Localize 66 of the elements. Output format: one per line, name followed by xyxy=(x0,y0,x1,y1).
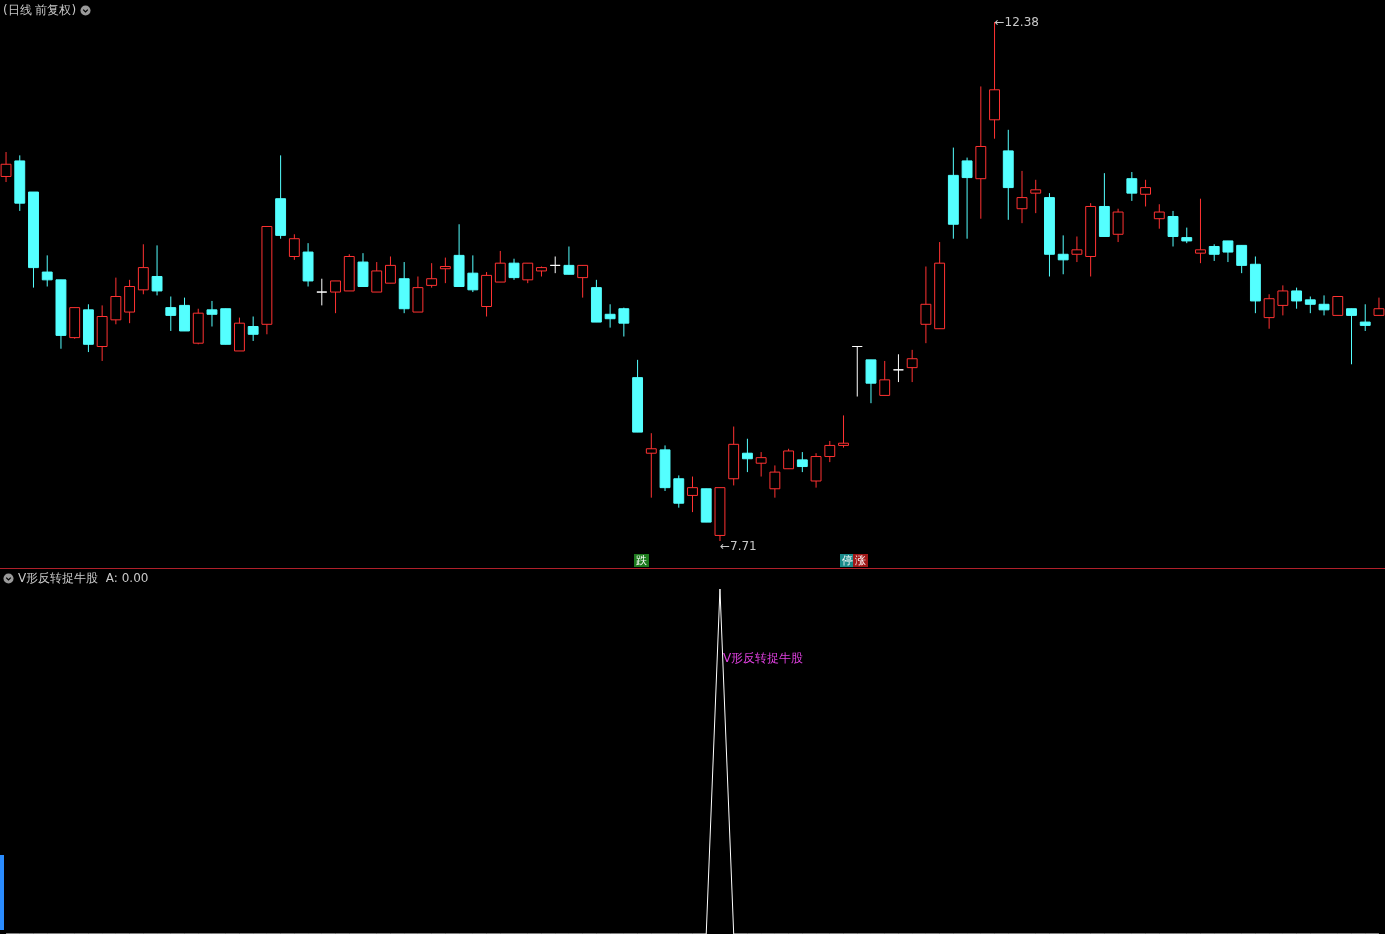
candlestick xyxy=(741,438,753,473)
candlestick xyxy=(618,307,630,338)
candlestick xyxy=(1140,179,1152,207)
candlestick xyxy=(247,316,259,342)
candlestick xyxy=(330,280,341,314)
candlestick xyxy=(206,300,218,328)
candlestick xyxy=(1030,179,1042,214)
candlestick xyxy=(1016,170,1028,224)
candlestick xyxy=(494,250,506,283)
candlestick xyxy=(110,277,122,325)
candlestick xyxy=(1291,287,1303,310)
candlestick xyxy=(426,262,438,289)
candlestick xyxy=(137,243,149,295)
candlestick xyxy=(645,432,657,499)
candlestick xyxy=(769,464,781,499)
candlestick xyxy=(879,360,891,396)
candlestick xyxy=(1263,293,1275,330)
chart-title: V形反转捉牛股 A: 0.00 xyxy=(18,570,149,587)
candlestick xyxy=(288,233,300,261)
candlestick xyxy=(1126,171,1138,202)
candlestick xyxy=(1153,203,1165,230)
candlestick xyxy=(151,244,163,296)
candlestick xyxy=(783,448,795,470)
candlestick xyxy=(755,451,767,478)
candlestick xyxy=(1195,198,1206,264)
candlestick xyxy=(563,245,575,275)
candlestick xyxy=(522,262,534,284)
candlestick xyxy=(851,346,863,398)
candlestick xyxy=(316,278,328,306)
candlestick xyxy=(906,349,918,383)
annotation: V形反转捉牛股 xyxy=(722,651,804,665)
candlestick xyxy=(1167,210,1179,247)
candlestick xyxy=(41,254,53,287)
candlestick xyxy=(1318,294,1330,316)
candlestick xyxy=(439,257,451,284)
text: 跌 xyxy=(633,554,649,567)
candlestick xyxy=(1057,234,1069,275)
candlestick xyxy=(1359,303,1371,332)
candlestick xyxy=(1112,208,1124,243)
text: 涨 xyxy=(853,554,869,567)
candlestick xyxy=(893,353,904,383)
candlestick xyxy=(796,451,808,473)
annotation: ←7.71 xyxy=(719,539,757,553)
text: 停 xyxy=(839,554,855,567)
candlestick xyxy=(385,255,396,284)
candlestick xyxy=(604,303,616,329)
annotation: ←12.38 xyxy=(994,15,1039,29)
candlestick xyxy=(549,255,561,274)
candlestick xyxy=(1236,244,1248,274)
candlestick xyxy=(1277,284,1289,316)
candlestick xyxy=(920,266,932,344)
candlestick xyxy=(1222,240,1234,263)
candlestick xyxy=(1071,235,1083,263)
candlestick xyxy=(1346,308,1357,365)
chart-title: (日线 前复权) xyxy=(3,2,77,19)
candlestick xyxy=(865,359,877,404)
candlestick xyxy=(838,414,849,449)
candlestick xyxy=(467,254,479,293)
candlestick xyxy=(687,476,698,513)
candlestick xyxy=(824,440,836,463)
candlestick xyxy=(508,258,520,281)
candlestick xyxy=(371,261,383,293)
candlestick xyxy=(1332,296,1344,316)
candlestick xyxy=(165,296,177,332)
candlestick xyxy=(961,157,973,240)
candlestick xyxy=(577,264,589,299)
